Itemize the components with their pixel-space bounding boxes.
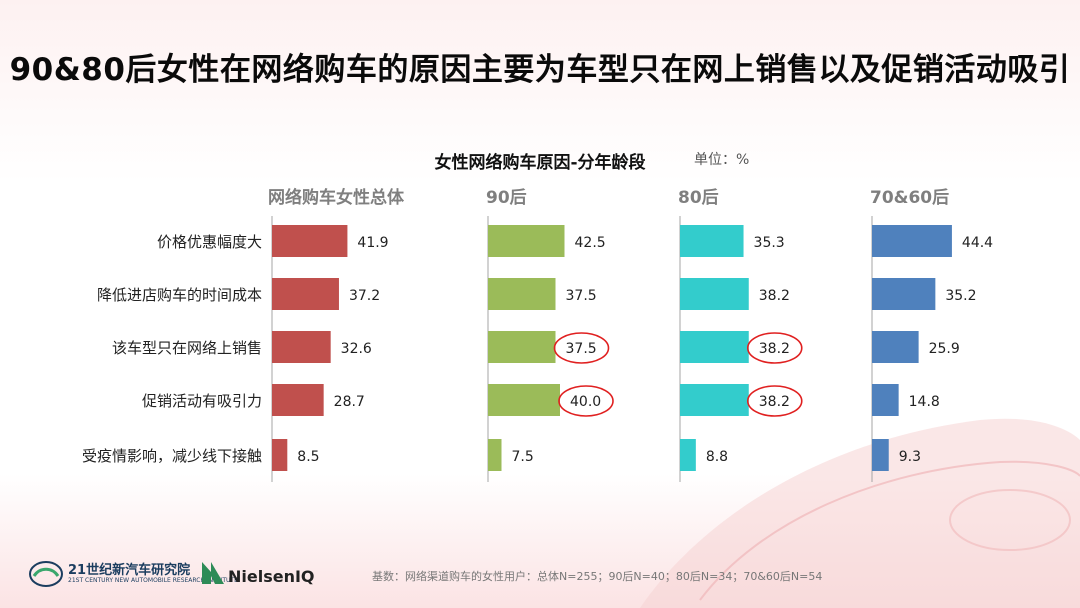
data-label: 35.3 (754, 235, 785, 251)
bar (680, 439, 696, 471)
series-header: 80后 (678, 188, 719, 208)
data-label: 8.5 (297, 449, 319, 465)
bar (488, 439, 502, 471)
bar (680, 331, 749, 363)
category-label: 促销活动有吸引力 (142, 392, 262, 410)
nielseniq-logo: NielsenIQ (200, 558, 340, 588)
series-header: 70&60后 (870, 188, 949, 208)
bar (872, 439, 889, 471)
bar (488, 278, 556, 310)
category-label: 降低进店购车的时间成本 (97, 286, 262, 304)
data-label: 38.2 (759, 341, 790, 357)
data-label: 41.9 (357, 235, 388, 251)
data-label: 8.8 (706, 449, 728, 465)
data-label: 14.8 (909, 394, 940, 410)
bar (488, 331, 556, 363)
chart-title: 女性网络购车原因-分年龄段 (434, 153, 646, 173)
institute-logo-subtitle: 21ST CENTURY NEW AUTOMOBILE RESEARCH INS… (68, 577, 238, 584)
data-label: 9.3 (899, 449, 921, 465)
data-label: 35.2 (945, 288, 976, 304)
bar (488, 225, 565, 257)
bar (872, 278, 936, 310)
data-label: 42.5 (575, 235, 606, 251)
unit-label: 单位：% (694, 152, 750, 168)
category-label: 受疫情影响，减少线下接触 (82, 447, 262, 465)
page-title: 90&80后女性在网络购车的原因主要为车型只在网上销售以及促销活动吸引 (9, 52, 1071, 88)
highlight-circle (558, 385, 614, 417)
series-header: 网络购车女性总体 (268, 187, 405, 208)
bar (272, 384, 324, 416)
bar (680, 225, 744, 257)
nielseniq-logo-text: NielsenIQ (228, 567, 315, 586)
institute-logo-icon (29, 561, 63, 587)
bar (272, 278, 339, 310)
bar (272, 439, 288, 471)
category-label: 价格优惠幅度大 (157, 233, 262, 251)
bar (872, 225, 952, 257)
data-label: 37.2 (349, 288, 380, 304)
highlight-circle (746, 385, 803, 417)
data-label: 37.5 (566, 288, 597, 304)
series-header: 90后 (486, 188, 527, 208)
data-label: 7.5 (512, 449, 534, 465)
data-label: 44.4 (962, 235, 993, 251)
data-label: 38.2 (759, 394, 790, 410)
sample-base-note: 基数：网络渠道购车的女性用户：总体N=255；90后N=40；80后N=34；7… (372, 570, 823, 583)
highlight-circle (746, 332, 803, 364)
data-label: 25.9 (929, 341, 960, 357)
data-label: 32.6 (341, 341, 372, 357)
bar (488, 384, 560, 416)
nielseniq-logo-icon (202, 562, 224, 584)
bar (680, 278, 749, 310)
highlight-circle (553, 332, 610, 364)
data-label: 38.2 (759, 288, 790, 304)
bar (680, 384, 749, 416)
data-label: 37.5 (566, 341, 597, 357)
bar (872, 331, 919, 363)
institute-logo-name: 21世纪新汽车研究院 (68, 563, 191, 578)
data-label: 28.7 (334, 394, 365, 410)
data-label: 40.0 (570, 394, 601, 410)
bar (872, 384, 899, 416)
institute-logo: 21世纪新汽车研究院 21ST CENTURY NEW AUTOMOBILE R… (28, 557, 238, 593)
category-label: 该车型只在网络上销售 (112, 339, 262, 357)
bar (272, 331, 331, 363)
bar (272, 225, 348, 257)
